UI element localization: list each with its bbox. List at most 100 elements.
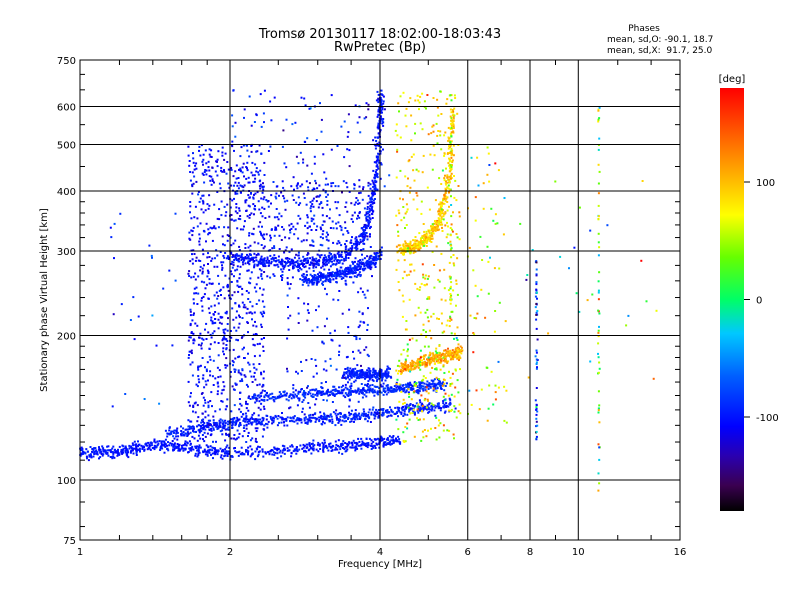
data-point [217, 318, 220, 321]
data-point [255, 256, 258, 259]
data-point [312, 197, 315, 200]
data-point [332, 411, 335, 414]
data-point [397, 440, 400, 443]
data-point [382, 124, 385, 127]
data-point [221, 235, 224, 238]
data-point [419, 385, 422, 388]
data-point [237, 177, 240, 179]
data-point [204, 149, 207, 152]
data-point [380, 106, 383, 109]
data-point [247, 246, 250, 249]
data-point [361, 412, 364, 415]
data-point [192, 314, 195, 316]
data-point [430, 227, 433, 229]
data-point [431, 235, 434, 237]
data-point [367, 266, 370, 269]
data-point [409, 407, 412, 410]
data-point [377, 93, 380, 96]
data-point [375, 172, 378, 175]
data-point [449, 94, 452, 97]
data-point [303, 445, 306, 447]
data-point [292, 395, 295, 398]
data-point [302, 399, 305, 402]
data-point [331, 420, 334, 423]
data-point [271, 419, 274, 422]
data-point [348, 272, 351, 275]
data-point [210, 175, 213, 178]
data-point [85, 448, 88, 451]
data-point [275, 208, 278, 210]
data-point [308, 414, 311, 417]
data-point [270, 260, 273, 263]
phase-stats-o: mean, sd,O: -90.1, 18.7 [607, 35, 713, 45]
data-point [302, 273, 305, 276]
data-point [405, 364, 408, 367]
data-point [439, 203, 442, 206]
data-point [223, 205, 226, 208]
data-point [231, 294, 234, 297]
data-point [429, 229, 432, 232]
data-point [364, 233, 367, 236]
data-point [106, 445, 109, 448]
data-point [231, 359, 234, 362]
data-point [337, 272, 340, 275]
data-point [226, 239, 229, 242]
data-point [272, 419, 275, 422]
data-point [337, 439, 340, 442]
data-point [273, 247, 276, 249]
data-point [369, 262, 372, 265]
data-point [432, 352, 434, 355]
data-point [184, 443, 187, 446]
data-point [321, 441, 324, 444]
data-point [328, 258, 331, 261]
data-point [367, 414, 370, 416]
data-point [330, 415, 333, 418]
data-point [202, 428, 205, 431]
data-point [277, 415, 280, 417]
data-point [247, 446, 250, 449]
data-point [375, 252, 378, 254]
data-point [414, 247, 417, 250]
data-point [256, 448, 259, 451]
data-point [452, 154, 455, 157]
data-point [429, 236, 432, 239]
data-point [201, 248, 204, 251]
data-point [389, 443, 392, 446]
data-point [255, 167, 258, 170]
data-point [215, 425, 218, 428]
data-point [369, 225, 372, 228]
data-point [391, 436, 394, 439]
data-point [243, 357, 246, 359]
data-point [452, 110, 455, 113]
data-point [281, 270, 284, 273]
data-point [328, 260, 331, 263]
data-point [444, 182, 447, 185]
data-point [244, 243, 247, 246]
data-point [231, 266, 234, 269]
data-point [340, 445, 343, 448]
data-point [225, 357, 228, 360]
data-point [281, 226, 284, 228]
data-point [360, 383, 363, 385]
data-point [449, 287, 452, 290]
data-point [204, 410, 207, 413]
data-point [239, 410, 242, 413]
data-point [253, 412, 256, 415]
data-point [272, 257, 275, 260]
data-point [368, 378, 371, 381]
data-point [367, 181, 370, 184]
data-point [370, 201, 373, 203]
data-point [375, 376, 377, 379]
data-point [188, 275, 191, 277]
data-point [317, 263, 320, 266]
data-point [222, 254, 225, 257]
data-point [439, 381, 442, 384]
data-point [355, 416, 358, 419]
data-point [369, 387, 372, 390]
data-point [449, 177, 452, 180]
data-point [428, 402, 431, 405]
data-point [438, 383, 441, 386]
data-point [263, 262, 266, 265]
data-point [238, 322, 241, 325]
data-point [385, 369, 388, 372]
